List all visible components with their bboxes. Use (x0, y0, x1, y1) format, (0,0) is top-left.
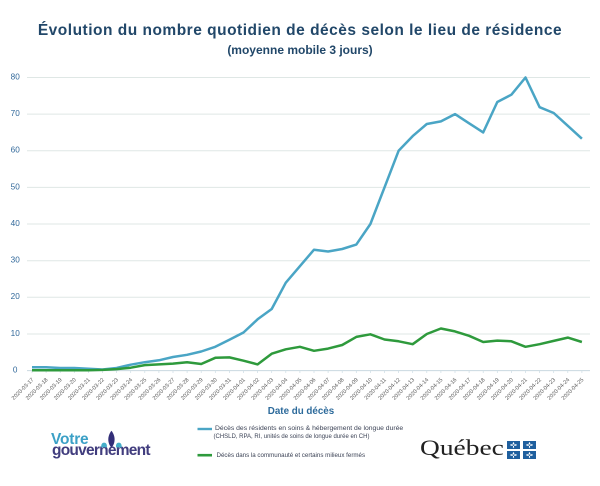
svg-text:20: 20 (11, 292, 21, 301)
svg-text:40: 40 (11, 219, 21, 228)
svg-text:50: 50 (11, 182, 21, 191)
svg-text:10: 10 (11, 329, 21, 338)
svg-text:Décès des résidents en soins &: Décès des résidents en soins & hébergeme… (215, 425, 403, 432)
svg-text:60: 60 (11, 146, 21, 155)
svg-text:Décès dans la communauté et ce: Décès dans la communauté et certains mil… (217, 452, 366, 459)
svg-text:(CHSLD, RPA, RI, unités de soi: (CHSLD, RPA, RI, unités de soins de long… (214, 434, 370, 440)
svg-text:80: 80 (11, 72, 21, 81)
svg-text:30: 30 (11, 256, 21, 265)
svg-text:Date du décès: Date du décès (268, 406, 335, 417)
svg-text:0: 0 (13, 366, 18, 375)
svg-text:70: 70 (11, 109, 21, 118)
